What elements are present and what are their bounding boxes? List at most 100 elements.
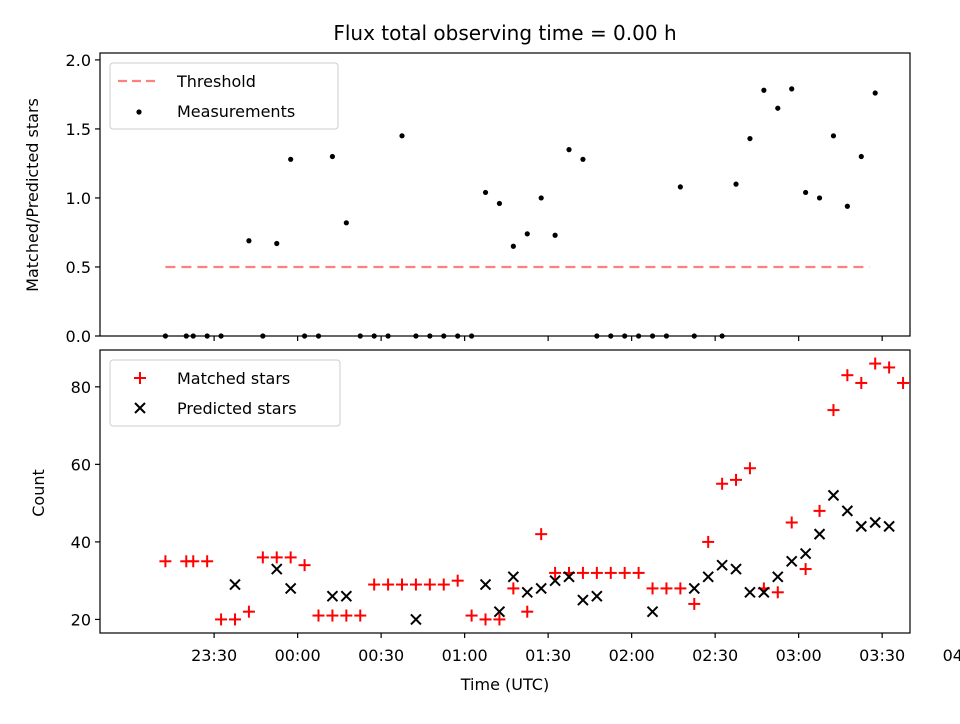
matched-star-point bbox=[827, 404, 840, 417]
matched-star-point bbox=[660, 582, 673, 595]
legend-threshold-label: Threshold bbox=[176, 72, 256, 91]
bottom-y-tick-label: 40 bbox=[71, 533, 91, 552]
predicted-star-point bbox=[507, 571, 520, 583]
measurement-point bbox=[775, 105, 781, 111]
matched-star-point bbox=[702, 535, 715, 548]
matched-star-point bbox=[493, 613, 506, 626]
matched-star-point bbox=[883, 361, 896, 374]
matched-star-point bbox=[354, 609, 367, 622]
matched-star-point bbox=[201, 555, 214, 568]
matched-star-point bbox=[312, 609, 325, 622]
x-tick-label: 01:30 bbox=[525, 646, 571, 665]
predicted-star-point bbox=[813, 528, 826, 540]
measurement-point bbox=[803, 189, 809, 196]
matched-star-point bbox=[284, 551, 297, 564]
predicted-star-point bbox=[758, 586, 770, 599]
matched-star-point bbox=[799, 563, 812, 576]
predicted-star-point bbox=[591, 590, 603, 602]
top-y-tick-label: 1.5 bbox=[66, 120, 91, 139]
matched-star-point bbox=[507, 582, 520, 595]
matched-star-point bbox=[326, 609, 339, 622]
top-y-tick-label: 0.5 bbox=[66, 258, 91, 277]
predicted-star-point bbox=[646, 605, 659, 618]
x-tick-label: 23:30 bbox=[191, 646, 237, 665]
predicted-star-point bbox=[549, 574, 561, 587]
matched-star-point bbox=[855, 376, 868, 389]
matched-star-point bbox=[813, 504, 826, 517]
measurement-point bbox=[510, 243, 516, 249]
predicted-star-point bbox=[883, 520, 895, 533]
measurement-point bbox=[830, 133, 837, 139]
bottom-y-tick-label: 80 bbox=[71, 378, 91, 397]
measurement-point bbox=[733, 181, 739, 187]
top-ylabel: Matched/Predicted stars bbox=[23, 98, 42, 292]
matched-star-point bbox=[242, 605, 255, 618]
measurement-point bbox=[747, 135, 753, 142]
bottom-y-tick-label: 60 bbox=[71, 455, 91, 474]
measurement-point bbox=[816, 195, 823, 201]
matched-star-point bbox=[451, 574, 464, 587]
x-tick-label: 01:00 bbox=[442, 646, 488, 665]
x-tick-label: 02:30 bbox=[692, 646, 738, 665]
measurement-point bbox=[288, 156, 294, 162]
measurement-point bbox=[566, 147, 572, 153]
predicted-star-point bbox=[493, 605, 506, 618]
top-y-tick-label: 0.0 bbox=[66, 327, 91, 346]
matched-star-point bbox=[688, 597, 701, 610]
matched-star-point bbox=[841, 369, 854, 382]
bottom-y-tick-label: 20 bbox=[71, 610, 91, 629]
matched-star-point bbox=[604, 566, 617, 579]
predicted-star-point bbox=[410, 613, 422, 626]
matched-star-point bbox=[368, 578, 381, 591]
matched-star-point bbox=[423, 578, 436, 591]
predicted-star-point bbox=[716, 559, 728, 571]
matched-star-point bbox=[298, 559, 311, 572]
measurement-point bbox=[246, 238, 252, 244]
matched-star-point bbox=[590, 566, 603, 579]
x-axis-label: Time (UTC) bbox=[460, 675, 549, 694]
matched-star-point bbox=[549, 566, 562, 579]
predicted-star-point bbox=[535, 582, 547, 595]
matched-star-point bbox=[618, 566, 631, 579]
x-tick-label: 00:00 bbox=[275, 646, 321, 665]
measurement-point bbox=[580, 156, 586, 162]
measurement-point bbox=[343, 220, 349, 226]
chart-title: Flux total observing time = 0.00 h bbox=[333, 21, 676, 45]
measurement-point bbox=[482, 189, 489, 196]
top-legend: Threshold Measurements bbox=[109, 62, 339, 130]
matched-star-point bbox=[674, 582, 687, 595]
matched-star-point bbox=[535, 528, 548, 541]
predicted-star-point bbox=[577, 594, 589, 606]
matched-star-point bbox=[159, 555, 172, 568]
measurement-point bbox=[761, 87, 767, 93]
measurement-point bbox=[789, 86, 795, 92]
matched-star-point bbox=[743, 462, 756, 475]
matched-star-point bbox=[465, 609, 478, 622]
measurement-point bbox=[274, 240, 280, 247]
predicted-star-point bbox=[521, 586, 533, 599]
measurement-point bbox=[524, 231, 530, 237]
matched-star-point bbox=[340, 609, 353, 622]
predicted-star-point bbox=[284, 582, 297, 595]
matched-star-point bbox=[479, 613, 492, 626]
legend-predicted-label: Predicted stars bbox=[177, 399, 297, 418]
matched-star-point bbox=[576, 566, 589, 579]
matched-star-point bbox=[785, 516, 798, 529]
measurement-point bbox=[552, 232, 558, 238]
measurement-point bbox=[399, 133, 405, 139]
legend-measurements-label: Measurements bbox=[177, 102, 295, 121]
matched-star-point bbox=[521, 605, 534, 618]
measurement-point bbox=[872, 90, 878, 96]
predicted-star-point bbox=[563, 571, 575, 583]
measurement-point bbox=[329, 153, 336, 160]
predicted-star-point bbox=[855, 520, 867, 533]
x-tick-label: 04:00 bbox=[943, 646, 960, 665]
matched-star-point bbox=[256, 551, 269, 564]
bottom-axes-frame bbox=[99, 349, 911, 634]
top-y-tick-label: 1.0 bbox=[66, 189, 91, 208]
matched-star-point bbox=[897, 376, 910, 389]
measurement-point bbox=[844, 203, 850, 209]
legend-measurement-swatch bbox=[136, 109, 142, 115]
legend-predicted-swatch bbox=[134, 402, 146, 414]
